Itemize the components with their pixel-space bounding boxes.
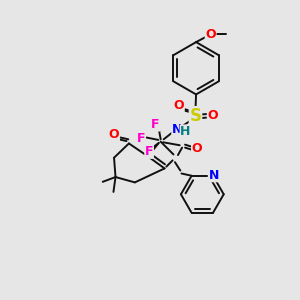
- Text: O: O: [173, 99, 184, 112]
- Text: S: S: [190, 107, 202, 125]
- Text: H: H: [180, 125, 190, 138]
- Text: F: F: [145, 145, 153, 158]
- Text: N: N: [172, 123, 182, 136]
- Text: O: O: [205, 28, 216, 41]
- Text: O: O: [192, 142, 202, 155]
- Text: F: F: [137, 132, 145, 145]
- Text: O: O: [207, 109, 218, 122]
- Text: F: F: [151, 118, 160, 131]
- Text: O: O: [109, 128, 119, 141]
- Text: N: N: [208, 169, 219, 182]
